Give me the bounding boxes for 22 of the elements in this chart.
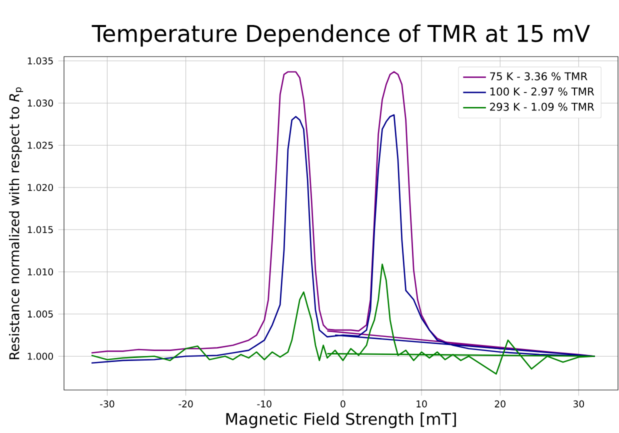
- y-tick-label: 1.035: [28, 58, 53, 65]
- legend-label: 75 K - 3.36 % TMR: [490, 72, 588, 81]
- y-axis-title: Resistance normalized with respect to R$_{p}$: [8, 88, 24, 360]
- x-tick-label: 10: [416, 400, 427, 408]
- x-axis-title: Magnetic Field Strength [mT]: [226, 412, 456, 428]
- x-tick-label: 20: [494, 400, 506, 408]
- x-tick-label: 0: [340, 400, 346, 408]
- y-tick-label: 1.005: [28, 310, 53, 318]
- legend-label: 293 K - 1.09 % TMR: [490, 102, 594, 112]
- x-tick-label: -20: [178, 400, 193, 408]
- chart-title: Temperature Dependence of TMR at 15 mV: [92, 24, 590, 47]
- legend-label: 100 K - 2.97 % TMR: [490, 88, 594, 96]
- line-series: [90, 264, 596, 375]
- x-tick-label: 30: [573, 400, 584, 408]
- y-tick-label: 1.020: [28, 184, 53, 192]
- x-tick-label: -30: [100, 400, 114, 408]
- y-tick-label: 1.000: [28, 352, 53, 360]
- y-tick-label: 1.025: [28, 142, 53, 150]
- y-tick-label: 1.030: [28, 100, 53, 107]
- y-tick-label: 1.015: [28, 226, 53, 234]
- y-tick-label: 1.010: [28, 268, 53, 276]
- x-tick-label: -10: [257, 400, 272, 408]
